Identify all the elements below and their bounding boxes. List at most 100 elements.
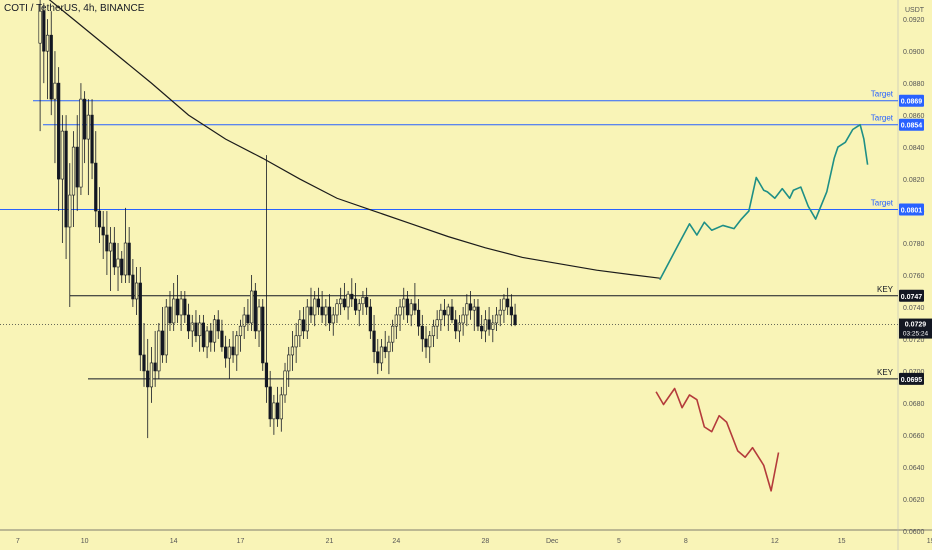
x-tick-label: 15 — [838, 538, 846, 545]
candle — [468, 290, 473, 320]
candle — [327, 294, 332, 331]
y-tick-label: 0.0840 — [903, 145, 925, 152]
candle — [446, 303, 450, 331]
candle — [116, 243, 120, 291]
candle — [368, 298, 372, 339]
level-price-badge-text: 0.0869 — [901, 99, 923, 106]
candle — [64, 115, 68, 260]
y-tick-label: 0.0660 — [903, 433, 925, 440]
candle — [420, 314, 424, 352]
level-label: Target — [871, 114, 894, 123]
candle — [261, 298, 265, 371]
level-label: Target — [871, 90, 894, 99]
candle — [324, 298, 328, 327]
level-price-badge — [899, 289, 924, 302]
candle — [394, 306, 398, 339]
candle — [472, 298, 476, 331]
candle — [428, 330, 432, 363]
candle — [194, 310, 198, 343]
candle — [198, 314, 202, 352]
candle — [90, 99, 94, 180]
candle — [279, 386, 283, 432]
candle — [175, 275, 180, 323]
candle — [316, 287, 321, 315]
candle — [160, 306, 165, 363]
candle — [409, 298, 413, 327]
candle — [257, 298, 261, 347]
candle — [216, 310, 220, 339]
x-tick-label: 17 — [237, 538, 245, 545]
candle — [450, 298, 454, 323]
candle — [264, 155, 269, 403]
y-tick-label: 0.0640 — [903, 465, 925, 472]
y-tick-label: 0.0620 — [903, 497, 925, 504]
candle — [201, 314, 205, 352]
candle — [112, 227, 116, 275]
candle — [186, 303, 191, 339]
candle — [183, 290, 187, 323]
candle — [68, 163, 72, 307]
candle — [224, 335, 228, 368]
candle — [457, 314, 462, 343]
candle — [131, 259, 135, 307]
candle — [391, 319, 395, 352]
candle — [350, 278, 354, 307]
candle — [313, 290, 317, 327]
x-tick-label: 8 — [684, 538, 688, 545]
level-price-badge — [899, 203, 924, 216]
candle — [205, 326, 209, 359]
candle — [209, 322, 213, 352]
candle — [142, 322, 146, 387]
candle — [346, 290, 350, 320]
candle — [272, 394, 276, 435]
candle — [253, 282, 257, 339]
level-label: KEY — [877, 285, 894, 294]
candle — [57, 67, 61, 212]
candle — [339, 287, 343, 315]
candle — [149, 346, 154, 403]
candle — [238, 319, 243, 352]
candle — [476, 298, 480, 331]
candle — [301, 306, 306, 339]
candle — [398, 298, 402, 331]
candle — [42, 3, 46, 84]
candle — [461, 306, 465, 336]
level-price-badge-text: 0.0747 — [901, 294, 923, 301]
level-label: KEY — [877, 368, 894, 377]
candle — [294, 322, 298, 363]
candle — [509, 294, 513, 327]
candle — [513, 303, 517, 327]
x-tick-label: 19 — [927, 538, 932, 545]
candle — [127, 227, 131, 283]
candle — [454, 310, 458, 339]
candle — [283, 362, 287, 403]
candle — [97, 187, 102, 244]
x-tick-label: Dec — [546, 538, 559, 545]
candle — [268, 370, 272, 427]
candle — [101, 211, 105, 260]
y-tick-label: 0.0700 — [903, 369, 925, 376]
candle — [435, 310, 439, 339]
candle — [246, 298, 250, 331]
x-tick-label: 21 — [326, 538, 334, 545]
candle — [298, 310, 302, 347]
candle — [120, 251, 124, 283]
candle — [502, 294, 506, 323]
candle — [235, 330, 239, 371]
candle — [465, 294, 469, 327]
candle — [491, 314, 495, 343]
candle — [250, 275, 254, 331]
moving-average-line — [48, 0, 660, 279]
candle — [38, 0, 42, 132]
candle — [134, 267, 139, 315]
candle — [405, 290, 410, 323]
candle — [168, 290, 172, 331]
candle — [320, 290, 324, 323]
level-price-badge — [899, 118, 924, 131]
y-tick-label: 0.0720 — [903, 337, 925, 344]
y-tick-label: 0.0820 — [903, 177, 925, 184]
candle — [342, 282, 346, 311]
candle — [164, 298, 168, 363]
x-tick-label: 14 — [170, 538, 178, 545]
